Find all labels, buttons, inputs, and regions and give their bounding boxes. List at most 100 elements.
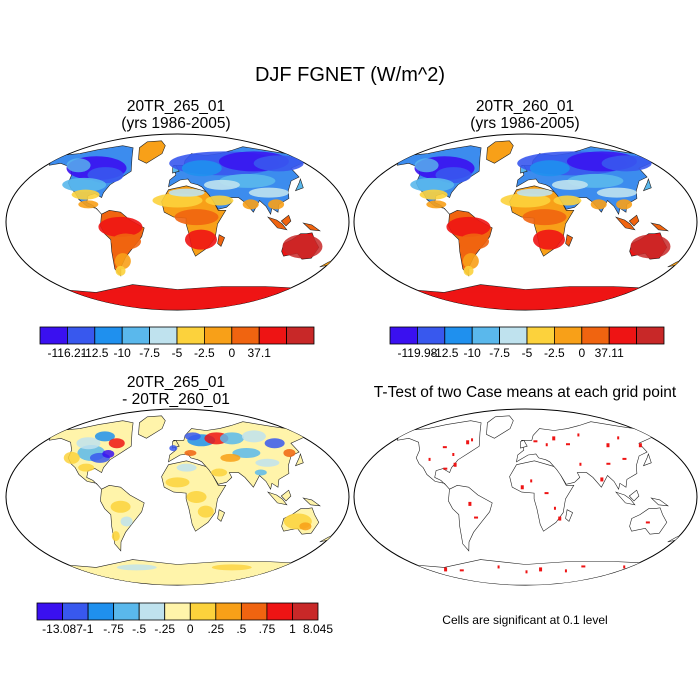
- panel-2-title: 20TR_260_01 (yrs 1986-2005): [375, 98, 675, 132]
- land-japan: [294, 453, 304, 467]
- colorbar-box: [138, 602, 166, 621]
- colorbar-box: [36, 602, 63, 621]
- colorbar-tick-label: -116.21: [47, 346, 88, 360]
- colorbar-box: [94, 326, 123, 345]
- colorbar-tick-label: .5: [236, 622, 247, 636]
- significance-note: Cells are significant at 0.1 level: [442, 613, 608, 627]
- colorbar-box: [176, 326, 205, 345]
- land-borneo: [280, 489, 292, 502]
- land-madagascar: [565, 234, 573, 247]
- panel-1-title-line2: (yrs 1986-2005): [121, 115, 231, 132]
- land-japan: [642, 453, 652, 467]
- colorbar-box: [292, 602, 319, 621]
- colorbar-box: [416, 326, 446, 345]
- colorbar-tick-label: .75: [258, 622, 276, 636]
- colorbar-tick-label: 0: [186, 622, 194, 636]
- land-ng: [650, 497, 669, 507]
- land-greenland: [486, 415, 514, 439]
- panel-3-title-line1: 20TR_265_01: [126, 374, 226, 391]
- colorbar-box: [113, 602, 140, 621]
- colorbar-tick-label: -2.5: [544, 346, 565, 360]
- land-madagascar: [217, 509, 225, 522]
- colorbar-tick-label: -.75: [103, 622, 124, 636]
- colorbar-tick-label: -1: [82, 622, 94, 636]
- land-borneo: [628, 214, 640, 227]
- panel-4-title: T-Test of two Case means at each grid po…: [373, 384, 677, 401]
- colorbar-box: [499, 326, 528, 345]
- colorbar-tick-label: 8.045: [302, 622, 334, 636]
- colorbar-box: [581, 326, 610, 345]
- colorbar-tick-label: 0: [228, 346, 236, 360]
- land-madagascar: [217, 234, 225, 247]
- colorbar-box: [62, 602, 89, 621]
- colorbar-3-labels: -13.087 -1 -.75 -.5 -.25 0 .25 .5 .75 1 8.045: [37, 622, 333, 638]
- land-namerica: [396, 420, 482, 490]
- colorbar-tick-label: 37.1: [247, 346, 271, 360]
- colorbar-1-labels: -116.21 -12.5 -10 -7.5 -5 -2.5 0 37.1: [40, 346, 314, 362]
- colorbar-tick-label: -.25: [154, 622, 176, 636]
- colorbar-2: [389, 326, 665, 345]
- colorbar-2-labels: -119.98 -12.5 -10 -7.5 -5 -2.5 0 37.11: [390, 346, 664, 362]
- colorbar-box: [39, 326, 68, 345]
- land-greenland: [138, 415, 166, 439]
- colorbar-tick-label: -12.5: [431, 346, 459, 360]
- colorbar-box: [608, 326, 637, 345]
- colorbar-tick-label: -7.5: [489, 346, 510, 360]
- land-greenland: [486, 140, 514, 164]
- colorbar-tick-label: 37.11: [594, 346, 624, 360]
- colorbar-box: [215, 602, 242, 621]
- colorbar-1: [39, 326, 315, 345]
- colorbar-box: [87, 602, 115, 621]
- land-indonesia: [266, 491, 288, 506]
- land-greenland: [138, 140, 166, 164]
- colorbar-box: [389, 326, 418, 345]
- colorbar-box: [189, 602, 217, 621]
- colorbar-tick-label: -.5: [132, 622, 147, 636]
- land-ng: [650, 222, 669, 232]
- colorbar-box: [636, 326, 665, 345]
- map-panel-3: [5, 408, 350, 586]
- colorbar-tick-label: -5: [521, 346, 533, 360]
- colorbar-box: [553, 326, 583, 345]
- panel-2-title-line1: 20TR_260_01: [475, 98, 575, 115]
- colorbar-tick-label: -7.5: [139, 346, 160, 360]
- land-eurasia: [516, 421, 659, 491]
- colorbar-tick-label: .25: [207, 622, 225, 636]
- map-panel-2: [353, 133, 698, 311]
- land-samerica: [448, 484, 493, 552]
- map-panel-4: [353, 408, 698, 586]
- colorbar-tick-label: -13.087: [42, 622, 83, 636]
- colorbar-tick-label: 0: [578, 346, 586, 360]
- colorbar-box: [164, 602, 191, 621]
- colorbar-box: [258, 326, 287, 345]
- panel-3-title-line2: - 20TR_260_01: [122, 391, 230, 408]
- panel-1-title-line1: 20TR_265_01: [126, 98, 226, 115]
- colorbar-tick-label: -5: [171, 346, 183, 360]
- map-panel-1: [5, 133, 350, 311]
- land-japan: [642, 178, 652, 192]
- land-indonesia: [266, 216, 288, 231]
- colorbar-box: [286, 326, 315, 345]
- panel-2-title-line2: (yrs 1986-2005): [470, 115, 580, 132]
- land-borneo: [280, 214, 292, 227]
- colorbar-box: [231, 326, 260, 345]
- land-ng: [302, 497, 321, 507]
- colorbar-3: [36, 602, 319, 621]
- land-borneo: [628, 489, 640, 502]
- colorbar-tick-label: 1: [289, 622, 296, 636]
- panel-1-title: 20TR_265_01 (yrs 1986-2005): [26, 98, 326, 132]
- land-ng: [302, 222, 321, 232]
- colorbar-tick-label: -2.5: [194, 346, 215, 360]
- colorbar-box: [471, 326, 500, 345]
- colorbar-tick-label: -10: [463, 346, 481, 360]
- colorbar-box: [266, 602, 293, 621]
- land-japan: [294, 178, 304, 192]
- colorbar-box: [121, 326, 150, 345]
- colorbar-box: [526, 326, 555, 345]
- land-australia: [629, 507, 668, 535]
- colorbar-tick-label: -12.5: [81, 346, 109, 360]
- land-indonesia: [614, 491, 636, 506]
- colorbar-tick-label: -119.98: [397, 346, 438, 360]
- colorbar-box: [444, 326, 473, 345]
- colorbar-box: [149, 326, 178, 345]
